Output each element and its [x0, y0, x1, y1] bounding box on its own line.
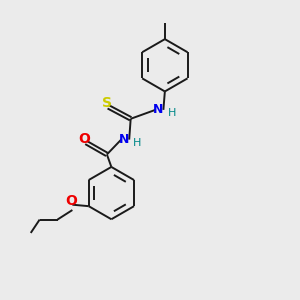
Text: S: S: [103, 96, 112, 110]
Text: O: O: [65, 194, 77, 208]
Text: N: N: [119, 133, 129, 146]
Text: H: H: [133, 138, 142, 148]
Text: N: N: [153, 103, 164, 116]
Text: H: H: [167, 108, 176, 118]
Text: O: O: [78, 132, 90, 146]
